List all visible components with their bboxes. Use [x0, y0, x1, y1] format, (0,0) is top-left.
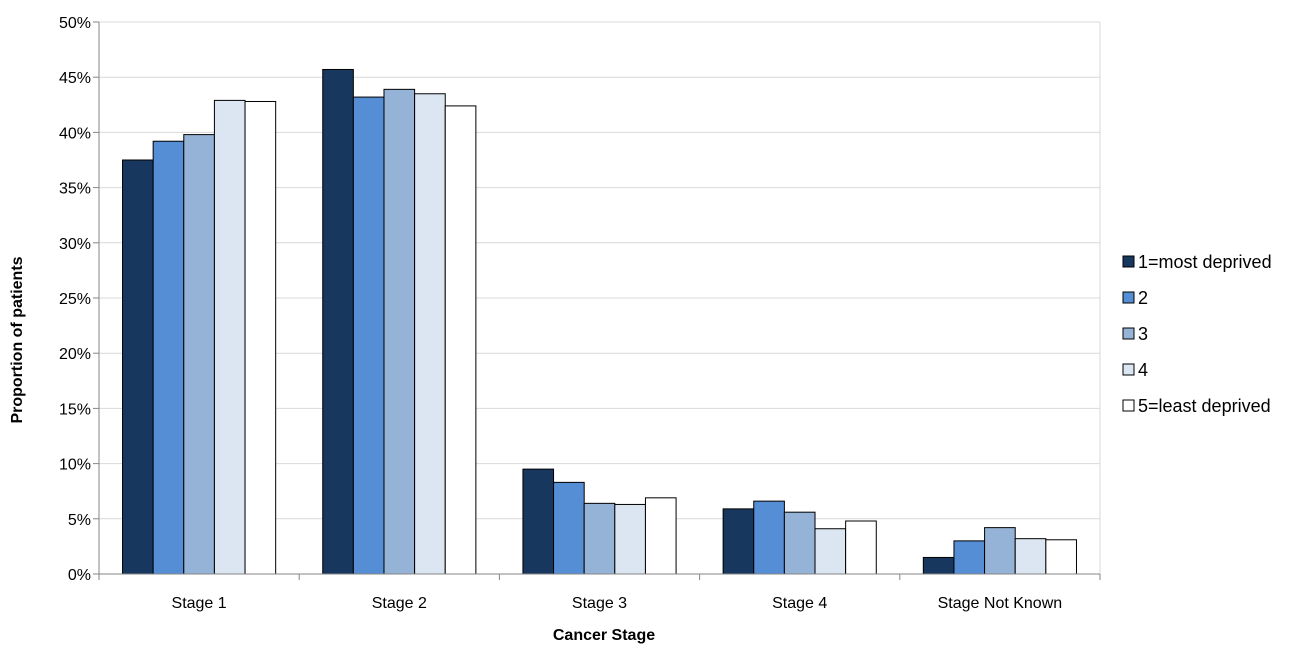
y-tick-label: 10%: [59, 457, 91, 474]
legend-label: 2: [1138, 288, 1148, 308]
y-tick-label: 5%: [68, 512, 91, 529]
x-tick-label: Stage 2: [372, 595, 427, 612]
bar: [583, 502, 616, 575]
legend: 1=most deprived 2 3 4 5=least deprived: [1122, 252, 1272, 416]
bar: [352, 96, 385, 575]
legend-swatch: [1122, 363, 1135, 376]
bar: [152, 140, 185, 575]
y-tick-label: 0%: [68, 567, 91, 584]
bar: [244, 100, 277, 575]
legend-label: 4: [1138, 360, 1148, 380]
bar: [845, 520, 877, 575]
y-tick-label: 25%: [59, 291, 91, 308]
y-tick-label: 45%: [59, 70, 91, 87]
bar: [722, 508, 755, 575]
x-tick-label: Stage 3: [572, 595, 627, 612]
bar: [984, 527, 1016, 575]
bar: [122, 159, 154, 575]
bar: [183, 134, 215, 575]
x-tick-label: Stage Not Known: [938, 595, 1063, 612]
bar: [383, 88, 416, 575]
legend-swatch: [1122, 399, 1135, 412]
y-tick-label: 30%: [59, 236, 91, 253]
y-tick-labels: 0% 5% 10% 15% 20% 25% 30% 35% 40% 45% 50%: [59, 15, 91, 584]
legend-label: 5=least deprived: [1138, 396, 1271, 416]
y-tick-label: 15%: [59, 401, 91, 418]
legend-label: 1=most deprived: [1138, 252, 1272, 272]
bar: [753, 500, 785, 575]
bar: [522, 468, 555, 575]
bars: [122, 68, 1077, 575]
y-tick-label: 50%: [59, 15, 91, 32]
x-axis-title: Cancer Stage: [553, 627, 655, 644]
bar: [213, 99, 246, 575]
axes: [98, 22, 1101, 580]
x-tick-label: Stage 4: [772, 595, 827, 612]
legend-label: 3: [1138, 324, 1148, 344]
y-tick-label: 40%: [59, 125, 91, 142]
bar: [922, 556, 955, 575]
legend-swatch: [1122, 327, 1135, 340]
bar: [414, 93, 446, 575]
y-axis-title: Proportion of patients: [9, 256, 26, 423]
legend-swatch: [1122, 255, 1135, 268]
x-tick-label: Stage 1: [172, 595, 227, 612]
bar: [644, 497, 677, 575]
bar: [614, 503, 646, 575]
bar: [444, 105, 477, 575]
bar: [953, 540, 986, 575]
bar: [1045, 539, 1077, 575]
y-tick-label: 35%: [59, 181, 91, 198]
legend-swatch: [1122, 291, 1135, 304]
bar: [1014, 538, 1047, 575]
bar: [553, 481, 585, 575]
bar: [814, 528, 847, 575]
x-tick-labels: Stage 1 Stage 2 Stage 3 Stage 4 Stage Not Kn…: [172, 595, 1063, 612]
bar: [322, 68, 354, 575]
bar: [783, 511, 816, 575]
y-tick-label: 20%: [59, 346, 91, 363]
